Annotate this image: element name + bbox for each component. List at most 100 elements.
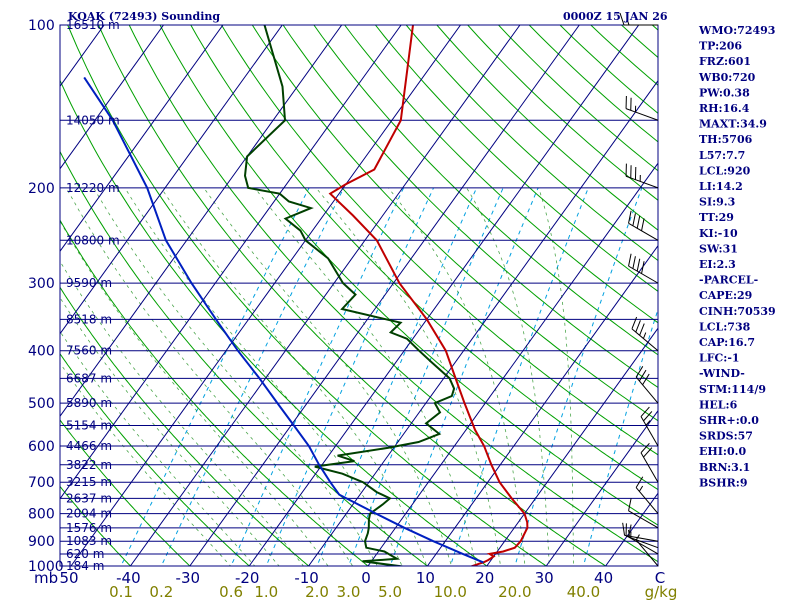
height-label: 12220 m <box>66 181 120 195</box>
mixing-ratio-label: 5.0 <box>378 583 402 600</box>
pressure-unit-label: mb <box>34 569 58 587</box>
wind-barb-flag <box>635 476 644 488</box>
index-line: SW:31 <box>699 242 738 255</box>
isotherm <box>308 79 658 566</box>
temperature-tick-label: -10 <box>294 569 319 587</box>
wind-barb-flag <box>635 320 641 333</box>
mixing-ratio-label: 1.0 <box>254 583 278 600</box>
temperature-tick-label: 0 <box>361 569 371 587</box>
height-label: 3215 m <box>66 475 112 489</box>
wind-barb <box>628 210 659 241</box>
height-label: 9590 m <box>66 276 112 290</box>
index-line: LI:14.2 <box>699 180 743 193</box>
height-label: 4466 m <box>66 439 112 453</box>
mixing-ratio-line <box>316 187 478 566</box>
dry-adiabat <box>60 286 310 566</box>
moist-adiabat <box>315 187 502 566</box>
wind-barb-flag <box>640 406 650 417</box>
index-line: FRZ:601 <box>699 55 751 68</box>
pressure-tick-label: 700 <box>28 475 55 491</box>
wind-barb <box>628 253 659 284</box>
temperature-unit-label: C <box>655 569 665 587</box>
wind-barb <box>619 12 658 26</box>
pressure-tick-label: 100 <box>28 18 55 34</box>
wind-barb-staff <box>628 536 659 555</box>
isotherm <box>129 25 521 566</box>
mixing-ratio-label: 0.6 <box>219 583 243 600</box>
wind-barb <box>640 406 659 447</box>
pressure-tick-label: 400 <box>28 344 55 360</box>
wind-barb <box>625 163 659 189</box>
wind-barb-flag <box>641 261 645 274</box>
dry-adiabat <box>159 25 658 526</box>
mixing-ratio-label: 10.0 <box>434 583 467 600</box>
wind-barb-staff <box>635 487 659 514</box>
sounding-traces <box>83 25 529 566</box>
temperature-tick-label: 30 <box>535 569 554 587</box>
temperature-tick-label: 50 <box>59 569 78 587</box>
index-line: LCL:920 <box>699 164 751 177</box>
dry-adiabat <box>60 352 250 566</box>
dry-adiabat <box>221 25 658 456</box>
wind-barb-staff <box>640 416 659 447</box>
temperature-trace <box>328 25 529 566</box>
temperature-tick-label: -40 <box>116 569 141 587</box>
isotherm <box>60 25 402 500</box>
pressure-tick-label: 800 <box>28 507 55 523</box>
index-line: SI:9.3 <box>699 196 735 209</box>
height-label: 620 m <box>66 547 104 561</box>
dry-adiabat <box>60 419 191 566</box>
wind-barb-flag <box>638 369 647 382</box>
isotherm <box>60 25 283 335</box>
wind-barb-half-flag <box>645 420 651 426</box>
height-label: 3822 m <box>66 458 112 472</box>
dry-adiabat <box>251 25 658 422</box>
moist-adiabat <box>124 187 403 566</box>
pressure-tick-label: 200 <box>28 181 55 197</box>
mixing-ratio-label: 20.0 <box>498 583 531 600</box>
wind-barb-flag <box>628 498 632 511</box>
wind-barb-half-flag <box>628 529 630 537</box>
wind-barb-flag <box>632 256 636 269</box>
mixing-ratio-label: 3.0 <box>337 583 361 600</box>
height-label: 2094 m <box>66 507 112 521</box>
wind-barb-staff <box>631 328 659 352</box>
index-line: HEL:6 <box>699 398 738 411</box>
index-line: EI:2.3 <box>699 258 736 271</box>
temperature-tick-label: -30 <box>176 569 201 587</box>
height-label: 2637 m <box>66 491 112 505</box>
moist-adiabat <box>254 187 477 566</box>
height-label: 184 m <box>66 559 104 573</box>
mixing-ratio-line <box>347 187 504 566</box>
isotherm <box>60 25 224 253</box>
isotherm <box>60 25 164 170</box>
wind-barb-flag <box>641 218 645 231</box>
mixing-ratio-label: 2.0 <box>305 583 329 600</box>
wind-barb-flag <box>639 323 645 336</box>
wind-barb <box>640 442 659 483</box>
height-label: 5154 m <box>66 419 112 433</box>
wind-barb <box>622 522 659 542</box>
moist-adiabat <box>466 187 550 566</box>
dry-adiabat <box>405 25 658 262</box>
wind-barb-flag <box>640 442 650 454</box>
dry-adiabat <box>67 25 548 566</box>
wind-barbs <box>619 12 659 567</box>
index-line: CINH:70539 <box>699 305 776 318</box>
pressure-tick-label: 1000 <box>28 559 64 575</box>
wind-barb <box>635 366 659 404</box>
index-line: CAP:16.7 <box>699 336 755 349</box>
temperature-tick-label: -20 <box>235 569 260 587</box>
index-line: -PARCEL- <box>699 274 758 287</box>
dry-adiabat <box>282 25 658 389</box>
mixing-ratio-label: 0.2 <box>149 583 173 600</box>
mixing-ratio-line <box>514 187 643 566</box>
height-label: 1083 m <box>66 534 112 548</box>
height-label: 1576 m <box>66 521 112 535</box>
index-line: TT:29 <box>699 211 734 224</box>
index-line: STM:114/9 <box>699 383 766 396</box>
index-line: BSHR:9 <box>699 476 748 489</box>
height-label: 8518 m <box>66 312 112 326</box>
index-line: LCL:738 <box>699 320 751 333</box>
